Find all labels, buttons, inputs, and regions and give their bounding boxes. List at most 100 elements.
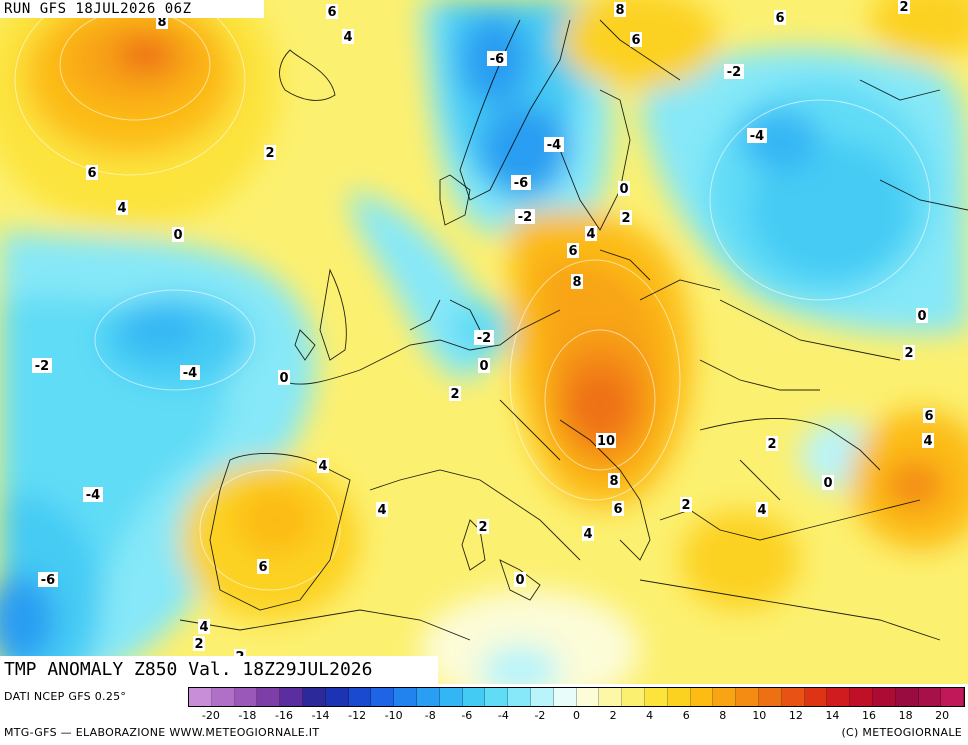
contour-label: -6: [511, 175, 531, 191]
contour-label: 4: [342, 29, 354, 45]
contour-label: 4: [376, 502, 388, 518]
color-swatch: [530, 688, 554, 706]
color-swatch: [257, 688, 281, 706]
color-swatch: [872, 688, 896, 706]
color-swatch: [416, 688, 440, 706]
coastlines: [179, 19, 968, 641]
contour-label: 4: [585, 226, 597, 242]
contour-label-text: -4: [750, 129, 764, 144]
contour-label-text: 0: [917, 309, 926, 324]
color-swatch: [622, 688, 645, 706]
contour-label-text: 10: [597, 434, 615, 449]
color-swatch: [667, 688, 691, 706]
scale-tick-label: -8: [424, 709, 436, 722]
contour-label-text: -6: [514, 176, 528, 191]
contour-label: 2: [680, 497, 692, 513]
contour-label-text: 4: [199, 620, 208, 635]
color-swatch: [758, 688, 782, 706]
contour-label-text: 0: [619, 182, 628, 197]
contour-label-text: 4: [318, 459, 327, 474]
contour-label: -2: [724, 64, 744, 80]
credit-left: MTG-GFS — ELABORAZIONE WWW.METEOGIORNALE…: [4, 726, 320, 739]
contour-label-text: 2: [767, 437, 776, 452]
contour-label-text: 2: [478, 520, 487, 535]
contour-label-text: 8: [157, 15, 166, 30]
contour-label: 6: [257, 559, 269, 575]
contour-label: 6: [774, 10, 786, 26]
credit-right: (C) METEOGIORNALE: [841, 726, 962, 739]
contour-label: 4: [317, 458, 329, 474]
scale-tick-label: -20: [201, 709, 220, 722]
scale-tick-label: 20: [935, 709, 950, 722]
contour-label: 6: [630, 32, 642, 48]
scale-tick-label: -14: [311, 709, 330, 722]
contour-label: 0: [278, 370, 290, 386]
legend-footer: DATI NCEP GFS 0.25° -20 -18 -16 -14 -12 -10 -8…: [0, 684, 968, 745]
contour-label-text: -2: [477, 331, 491, 346]
color-swatch: [895, 688, 919, 706]
contour-label-text: 0: [479, 359, 488, 374]
contour-label-text: 6: [613, 502, 622, 517]
contour-label: 8: [614, 2, 626, 18]
scale-tick-label: 16: [862, 709, 877, 722]
color-swatch: [781, 688, 805, 706]
contour-label-text: 4: [923, 434, 932, 449]
contour-label: 6: [923, 408, 935, 424]
contour-label: 2: [898, 0, 910, 15]
color-swatch: [211, 688, 235, 706]
contour-label: -4: [544, 137, 564, 153]
scale-tick-label: 6: [682, 709, 690, 722]
color-swatch: [576, 688, 600, 706]
color-swatch: [325, 688, 349, 706]
contour-label-text: 4: [377, 503, 386, 518]
contour-label-text: 6: [568, 244, 577, 259]
contour-label: 10: [596, 433, 616, 449]
contour-label: 4: [582, 526, 594, 542]
run-label: RUN GFS 18JUL2026 06Z: [0, 0, 264, 18]
contour-label-text: -2: [35, 359, 49, 374]
color-scale-bar: [188, 687, 965, 707]
contour-label-text: 6: [258, 560, 267, 575]
color-swatch: [348, 688, 372, 706]
scale-tick-label: -12: [348, 709, 367, 722]
contour-label: 6: [567, 243, 579, 259]
contour-label: 2: [903, 345, 915, 361]
color-swatch: [394, 688, 417, 706]
contour-label-text: -6: [41, 573, 55, 588]
contour-label-text: 0: [823, 476, 832, 491]
color-swatch: [850, 688, 873, 706]
scale-tick-label: -4: [497, 709, 509, 722]
color-swatch: [485, 688, 509, 706]
contour-label: 6: [86, 165, 98, 181]
contour-label-text: 2: [681, 498, 690, 513]
color-swatch: [644, 688, 668, 706]
contour-label: -4: [83, 487, 103, 503]
contour-label: -2: [515, 209, 535, 225]
contour-label-text: 6: [327, 5, 336, 20]
contour-label-text: -4: [86, 488, 100, 503]
color-swatch: [462, 688, 486, 706]
color-swatch: [439, 688, 463, 706]
contour-label: 4: [922, 433, 934, 449]
contour-label-text: 4: [757, 503, 766, 518]
contour-label: 2: [193, 636, 205, 652]
contour-label: 2: [449, 386, 461, 402]
contour-label-text: 8: [615, 3, 624, 18]
color-scale-ticks: -20 -18 -16 -14 -12 -10 -8 -6 -4 -2 0 2 4 6 8 10 12 14 16 1…: [188, 709, 965, 723]
contour-label: -6: [487, 51, 507, 67]
contour-label: -2: [32, 358, 52, 374]
color-swatch: [713, 688, 737, 706]
contour-label: 6: [326, 4, 338, 20]
scale-tick-label: 12: [788, 709, 803, 722]
contour-label: 0: [478, 358, 490, 374]
color-swatch: [234, 688, 258, 706]
contour-label: 4: [198, 619, 210, 635]
scale-tick-label: 10: [752, 709, 767, 722]
color-swatch: [280, 688, 303, 706]
contour-label-text: 2: [265, 146, 274, 161]
color-swatch: [941, 688, 965, 706]
contour-label: 6: [612, 501, 624, 517]
scale-tick-label: -6: [461, 709, 473, 722]
scale-tick-label: 2: [609, 709, 617, 722]
